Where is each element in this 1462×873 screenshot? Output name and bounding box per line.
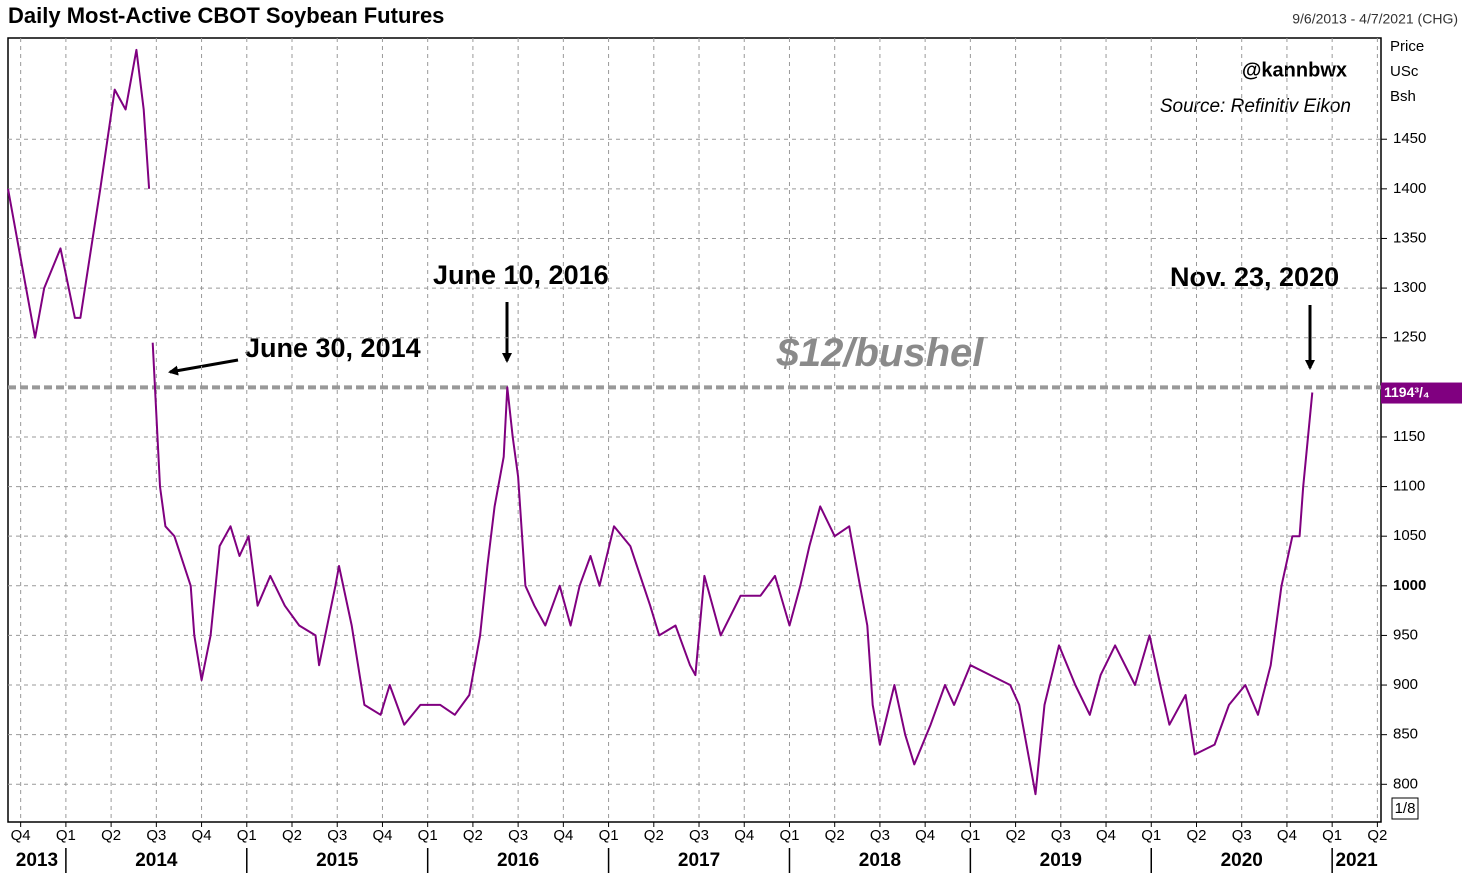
x-tick-label: Q2	[825, 827, 845, 844]
y-axis-label: USc	[1390, 63, 1419, 80]
y-tick-label: 850	[1393, 726, 1418, 743]
x-year-label: 2017	[678, 850, 720, 871]
x-tick-label: Q3	[870, 827, 890, 844]
x-tick-label: Q2	[282, 827, 302, 844]
reference-label: $12/bushel	[776, 331, 985, 375]
y-tick-label: 950	[1393, 626, 1418, 643]
x-year-label: 2013	[16, 850, 58, 871]
x-tick-label: Q4	[192, 827, 212, 844]
x-tick-label: Q3	[1051, 827, 1071, 844]
x-tick-label: Q1	[779, 827, 799, 844]
x-tick-label: Q1	[599, 827, 619, 844]
price-line	[7, 48, 1314, 796]
credit: @kannbwx	[1242, 59, 1347, 81]
x-tick-label: Q1	[960, 827, 980, 844]
x-tick-label: Q4	[1096, 827, 1116, 844]
y-axis-label: Price	[1390, 38, 1424, 55]
x-tick-label: Q1	[56, 827, 76, 844]
x-tick-label: Q4	[553, 827, 573, 844]
y-tick-label: 900	[1393, 676, 1418, 693]
x-tick-label: Q2	[463, 827, 483, 844]
y-tick-label: 1400	[1393, 180, 1426, 197]
x-tick-label: Q2	[644, 827, 664, 844]
last-value-box	[1381, 382, 1462, 404]
y-tick-label: 1300	[1393, 279, 1426, 296]
y-tick-label: 1050	[1393, 527, 1426, 544]
y-axis-label: Bsh	[1390, 88, 1416, 105]
x-year-label: 2020	[1221, 850, 1263, 871]
x-tick-label: Q3	[689, 827, 709, 844]
y-tick-label: 1150	[1393, 428, 1425, 445]
x-tick-label: Q3	[1232, 827, 1252, 844]
date-range: 9/6/2013 - 4/7/2021 (CHG)	[1292, 11, 1458, 27]
y-tick-label: 800	[1393, 775, 1418, 792]
unit-note-box	[1391, 797, 1419, 820]
x-tick-label: Q2	[101, 827, 121, 844]
annotation: June 10, 2016	[433, 260, 609, 290]
x-tick-label: Q2	[1186, 827, 1206, 844]
x-tick-label: Q4	[372, 827, 392, 844]
x-tick-label: Q1	[1322, 827, 1342, 844]
x-year-label: 2016	[497, 850, 539, 871]
x-year-label: 2014	[135, 850, 178, 871]
x-year-label: 2015	[316, 850, 359, 871]
last-value-label: 1194³/₄	[1384, 384, 1430, 400]
source: Source: Refinitiv Eikon	[1160, 96, 1351, 117]
x-tick-label: Q4	[11, 827, 31, 844]
y-tick-label: 1450	[1393, 130, 1426, 147]
y-tick-label: 1250	[1393, 329, 1426, 346]
arrow	[168, 358, 239, 376]
x-tick-label: Q4	[734, 827, 754, 844]
x-tick-label: Q4	[915, 827, 935, 844]
x-tick-label: Q3	[508, 827, 528, 844]
unit-note: 1/8	[1395, 800, 1416, 817]
x-tick-label: Q2	[1367, 827, 1387, 844]
x-tick-label: Q3	[146, 827, 166, 844]
plot-area	[7, 37, 1382, 823]
x-tick-label: Q4	[1277, 827, 1297, 844]
y-tick-label: 1100	[1393, 478, 1425, 495]
x-tick-label: Q1	[1141, 827, 1161, 844]
x-year-label: 2021	[1335, 850, 1378, 871]
annotation: Nov. 23, 2020	[1170, 262, 1339, 292]
x-tick-label: Q2	[1006, 827, 1026, 844]
x-tick-label: Q1	[418, 827, 438, 844]
x-tick-label: Q3	[327, 827, 347, 844]
x-year-label: 2019	[1040, 850, 1082, 871]
x-tick-label: Q1	[237, 827, 257, 844]
x-year-label: 2018	[859, 850, 901, 871]
y-tick-label: 1350	[1393, 229, 1426, 246]
chart-title: Daily Most-Active CBOT Soybean Futures	[8, 3, 444, 28]
y-tick-label: 1000	[1393, 577, 1426, 594]
